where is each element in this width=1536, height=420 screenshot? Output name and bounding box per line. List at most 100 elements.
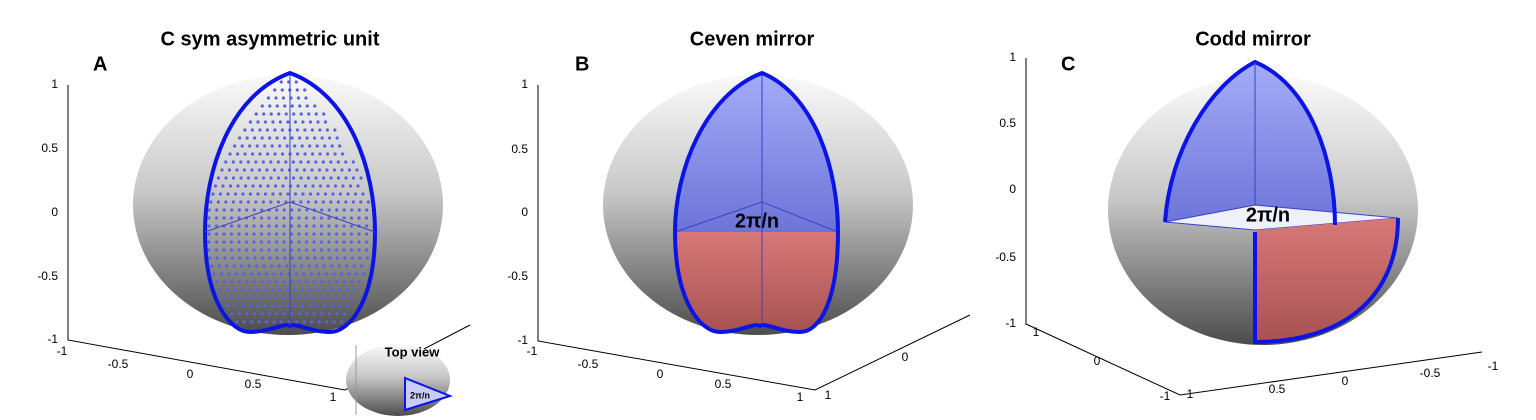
dot — [259, 216, 264, 220]
dot — [281, 296, 286, 300]
dot — [233, 304, 237, 308]
dot — [252, 216, 256, 220]
dot — [327, 280, 331, 284]
x-tick-label: 1 — [797, 390, 804, 404]
dot — [217, 264, 221, 268]
dot — [258, 184, 263, 188]
dot — [341, 184, 345, 188]
dot — [237, 312, 241, 316]
dot — [290, 208, 294, 212]
dot — [230, 256, 234, 260]
dot — [294, 80, 298, 84]
dot — [275, 104, 279, 108]
dot — [365, 256, 369, 260]
dot — [267, 224, 271, 228]
dot — [263, 288, 267, 292]
dot — [284, 112, 288, 116]
dot — [262, 112, 266, 116]
dot — [267, 248, 271, 252]
dot — [297, 208, 301, 212]
dot — [298, 104, 302, 108]
dot — [232, 264, 236, 268]
dot — [260, 256, 264, 260]
dot — [319, 296, 323, 300]
dot — [260, 208, 264, 212]
dot — [338, 304, 342, 308]
dot — [359, 200, 363, 204]
dot — [340, 320, 344, 324]
dot — [315, 264, 319, 268]
dot — [237, 232, 241, 236]
dot — [341, 296, 346, 300]
dot — [362, 272, 366, 276]
dot — [222, 240, 226, 244]
dot — [280, 168, 284, 172]
dot — [334, 248, 339, 252]
dot — [254, 160, 258, 164]
dot — [267, 232, 271, 236]
dot — [231, 160, 235, 164]
dot — [230, 208, 234, 212]
dot — [302, 320, 306, 324]
dot — [312, 312, 316, 316]
y-tick-label: 1 — [825, 388, 832, 402]
dot — [263, 192, 268, 196]
dot — [255, 144, 259, 148]
dot — [313, 104, 317, 108]
dot — [243, 184, 248, 188]
dot — [308, 120, 313, 124]
dot — [278, 192, 283, 196]
dot — [261, 200, 265, 204]
panel-letter: B — [575, 53, 589, 75]
dot — [357, 216, 361, 220]
dot — [342, 248, 346, 252]
dot — [350, 256, 354, 260]
dot — [324, 272, 329, 276]
x-tick-label: 0.5 — [245, 377, 262, 391]
inset-title: Top view — [385, 344, 441, 359]
dot — [208, 256, 212, 260]
dot — [240, 264, 244, 268]
dot — [267, 216, 271, 220]
shape-c — [1163, 59, 1400, 345]
dot — [273, 184, 278, 188]
dot — [278, 144, 282, 148]
dot — [238, 256, 242, 260]
dot — [335, 312, 339, 316]
x-tick-label: -1 — [1160, 389, 1171, 403]
dot — [207, 216, 211, 220]
dot — [297, 216, 301, 220]
dot — [257, 320, 261, 324]
dot — [304, 296, 308, 300]
x-tick-label: -1 — [57, 344, 68, 358]
dot — [345, 288, 349, 292]
dot — [296, 184, 300, 188]
dot — [303, 152, 307, 156]
dot — [245, 136, 249, 140]
dot — [304, 240, 309, 244]
dot — [337, 264, 341, 268]
dot — [297, 280, 301, 284]
dot — [318, 128, 322, 132]
dot — [290, 312, 294, 316]
dot — [229, 248, 234, 252]
dot — [260, 312, 264, 316]
dot — [326, 296, 331, 300]
dot — [267, 240, 271, 244]
dot — [207, 224, 211, 228]
dot — [270, 144, 274, 148]
dot — [271, 120, 275, 124]
dot — [280, 88, 284, 92]
dot — [225, 264, 229, 268]
dot — [277, 112, 281, 116]
dot — [252, 240, 256, 244]
dot — [290, 256, 294, 260]
dot — [323, 120, 328, 124]
dot — [263, 304, 267, 308]
dot — [282, 312, 286, 316]
x-tick-label: 0 — [657, 367, 664, 381]
dot — [308, 192, 313, 196]
dot — [334, 240, 339, 244]
z-tick-label: -0.5 — [507, 269, 528, 283]
